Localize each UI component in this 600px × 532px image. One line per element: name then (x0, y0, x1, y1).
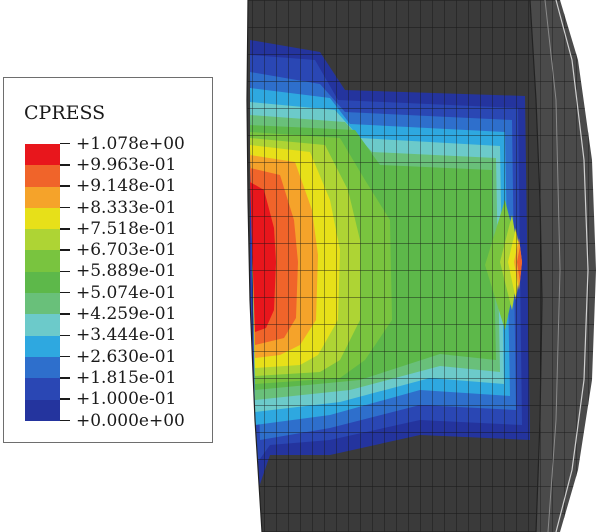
legend-tick (60, 142, 70, 145)
legend-tick (60, 355, 70, 358)
legend-label: +2.630e-01 (76, 346, 177, 367)
legend-label-row: +4.259e-01 (60, 303, 210, 324)
legend-swatch (25, 314, 60, 336)
legend-label-row: +3.444e-01 (60, 325, 210, 346)
legend-title: CPRESS (24, 102, 106, 124)
legend-swatch (25, 229, 60, 251)
legend-swatch (25, 293, 60, 315)
legend-tick (60, 206, 70, 209)
legend-label: +5.074e-01 (76, 282, 177, 303)
legend-tick (60, 419, 70, 422)
legend-swatch (25, 250, 60, 272)
legend-swatch (25, 356, 60, 379)
legend-tick (60, 313, 70, 315)
legend-label: +1.000e-01 (76, 389, 177, 410)
legend-label-row: +5.074e-01 (60, 282, 210, 303)
legend-label: +1.815e-01 (76, 367, 177, 388)
legend-label: +3.444e-01 (76, 325, 177, 346)
legend-swatch (25, 144, 60, 166)
legend-label-row: +0.000e+00 (60, 410, 210, 431)
legend-label: +8.333e-01 (76, 197, 177, 218)
legend: CPRESS +1.078e+00 +9.963e-01 +9.148e-01 +8.… (3, 77, 213, 443)
legend-tick (60, 377, 70, 379)
legend-label: +7.518e-01 (76, 218, 177, 239)
legend-tick (60, 334, 70, 337)
contour-field (247, 0, 542, 532)
legend-label-row: +8.333e-01 (60, 197, 210, 218)
legend-label-row: +6.703e-01 (60, 239, 210, 260)
legend-label-row: +2.630e-01 (60, 346, 210, 367)
legend-labels: +1.078e+00 +9.963e-01 +9.148e-01 +8.333e-01… (60, 133, 210, 431)
legend-swatch (25, 186, 60, 208)
legend-swatch (25, 399, 60, 421)
legend-label-row: +9.963e-01 (60, 154, 210, 175)
legend-label: +0.000e+00 (76, 410, 185, 431)
legend-swatch (25, 378, 60, 400)
legend-swatch (25, 335, 60, 357)
legend-label: +6.703e-01 (76, 240, 177, 261)
legend-label-row: +5.889e-01 (60, 261, 210, 282)
side-shell (530, 0, 596, 532)
legend-swatch (25, 165, 60, 187)
legend-label-row: +9.148e-01 (60, 176, 210, 197)
legend-label-row: +7.518e-01 (60, 218, 210, 239)
legend-label: +1.078e+00 (76, 133, 185, 154)
legend-tick (60, 270, 70, 273)
legend-label: +5.889e-01 (76, 261, 177, 282)
legend-label: +9.963e-01 (76, 154, 177, 175)
legend-color-bar (25, 144, 60, 421)
legend-tick (60, 291, 70, 294)
legend-label-row: +1.078e+00 (60, 133, 210, 154)
legend-label: +4.259e-01 (76, 304, 177, 325)
legend-label: +9.148e-01 (76, 176, 177, 197)
legend-label-row: +1.815e-01 (60, 367, 210, 388)
legend-tick (60, 164, 70, 166)
legend-swatch (25, 207, 60, 230)
legend-swatch (25, 271, 60, 294)
legend-tick (60, 249, 70, 251)
legend-label-row: +1.000e-01 (60, 389, 210, 410)
legend-tick (60, 398, 70, 400)
legend-tick (60, 185, 70, 187)
legend-tick (60, 228, 70, 230)
